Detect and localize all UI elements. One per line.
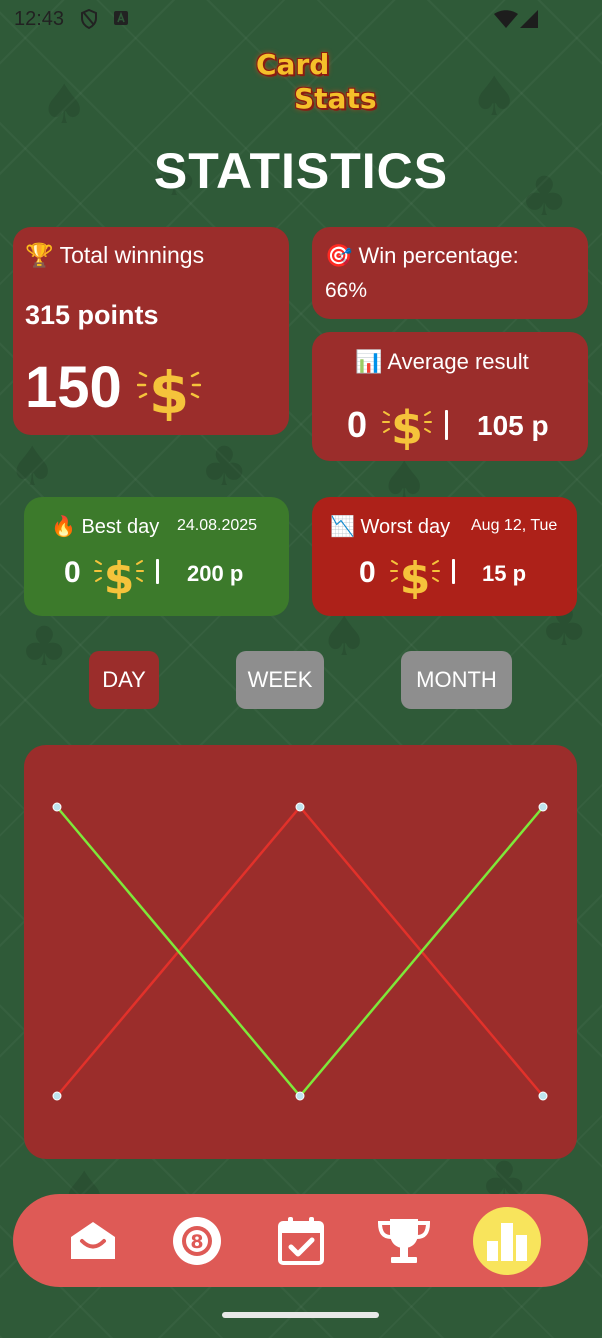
win-percentage-card: 🎯 Win percentage: 66%	[312, 227, 588, 319]
trophy-icon	[377, 1219, 431, 1263]
nav-calendar[interactable]	[267, 1207, 335, 1275]
dollar-icon: $	[382, 402, 432, 450]
data-point	[538, 1091, 548, 1101]
win-percentage-label: Win percentage:	[358, 243, 519, 268]
spade-pattern-icon: ♠	[470, 65, 519, 128]
value-separator	[452, 559, 455, 584]
wifi-icon	[494, 10, 518, 28]
bar-chart-icon	[487, 1223, 527, 1261]
worst-day-label: Worst day	[360, 516, 451, 538]
calendar-check-icon	[278, 1217, 324, 1265]
best-day-label: Best day	[81, 516, 160, 538]
data-point	[52, 1091, 62, 1101]
page-title: STATISTICS	[153, 143, 449, 199]
worst-day-card: 📉 Worst day Aug 12, Tue 0 $ 15 p	[312, 497, 577, 616]
logo-word-stats: Stats	[294, 82, 377, 115]
spade-pattern-icon: ♠	[8, 435, 57, 498]
spade-pattern-icon: ♠	[40, 73, 89, 136]
data-point	[52, 802, 62, 812]
cell-signal-icon	[520, 10, 538, 28]
value-separator	[445, 410, 448, 440]
club-pattern-icon: ♣	[520, 165, 569, 228]
average-result-title: 📊 Average result	[355, 349, 529, 375]
tab-day[interactable]: DAY	[89, 651, 159, 709]
average-result-amount: 0	[347, 404, 368, 445]
total-winnings-card: 🏆 Total winnings 315 points 150 $	[13, 227, 289, 435]
dollar-icon: $	[94, 553, 144, 599]
worst-day-date: Aug 12, Tue	[471, 517, 558, 534]
club-pattern-icon: ♣	[150, 145, 199, 208]
svg-text:$: $	[400, 553, 431, 599]
worst-day-amount: 0	[359, 556, 376, 589]
shield-icon	[81, 9, 97, 29]
best-day-date: 24.08.2025	[177, 517, 258, 534]
chart-plot	[52, 802, 548, 1101]
font-a-icon	[114, 11, 128, 25]
trophy-emoji-icon: 🏆	[25, 242, 54, 268]
average-result-card: 📊 Average result 0 $ 105 p	[312, 332, 588, 461]
total-winnings-points: 315 points	[25, 300, 159, 330]
logo-word-card: Card	[256, 48, 330, 81]
app-logo: Card Stats	[256, 48, 377, 118]
nav-statistics[interactable]	[473, 1207, 541, 1275]
average-result-label: Average result	[387, 349, 529, 374]
results-chart	[24, 745, 577, 1159]
club-pattern-icon: ♣	[200, 435, 249, 498]
svg-text:8: 8	[190, 1231, 203, 1253]
data-point	[538, 802, 548, 812]
status-time: 12:43	[14, 8, 65, 30]
tab-week[interactable]: WEEK	[236, 651, 324, 709]
win-percentage-title: 🎯 Win percentage:	[325, 243, 519, 269]
worst-day-title: 📉 Worst day	[330, 514, 450, 539]
value-separator	[156, 559, 159, 584]
home-smile-icon	[71, 1222, 115, 1259]
nav-home[interactable]	[59, 1207, 127, 1275]
club-pattern-icon: ♣	[20, 615, 69, 678]
average-result-points: 105 p	[477, 410, 549, 441]
dollar-icon: $	[137, 361, 201, 421]
fire-emoji-icon: 🔥	[51, 516, 76, 538]
best-day-title: 🔥 Best day	[51, 514, 159, 539]
nav-trophy[interactable]	[370, 1207, 438, 1275]
eight-ball-icon: 8	[173, 1217, 221, 1265]
chart-down-emoji-icon: 📉	[330, 516, 355, 538]
svg-text:$: $	[149, 361, 189, 421]
best-day-points: 200 p	[187, 561, 244, 586]
series-line-0	[56, 806, 544, 1098]
status-bar: 12:43	[0, 0, 602, 40]
worst-day-points: 15 p	[482, 561, 527, 586]
target-emoji-icon: 🎯	[325, 243, 353, 268]
data-point	[295, 1091, 305, 1101]
win-percentage-value: 66%	[325, 279, 368, 302]
data-point	[295, 802, 305, 812]
svg-text:$: $	[391, 402, 423, 450]
nav-game[interactable]: 8	[163, 1207, 231, 1275]
gesture-handle	[222, 1312, 379, 1318]
bar-chart-emoji-icon: 📊	[355, 349, 383, 374]
tab-month[interactable]: MONTH	[401, 651, 512, 709]
svg-text:$: $	[104, 553, 135, 599]
total-winnings-label: Total winnings	[59, 242, 205, 268]
total-winnings-title: 🏆 Total winnings	[25, 242, 204, 269]
best-day-amount: 0	[64, 556, 81, 589]
total-winnings-amount: 150	[25, 355, 122, 420]
spade-pattern-icon: ♠	[320, 605, 369, 668]
dollar-icon: $	[390, 553, 440, 599]
series-line-1	[56, 805, 544, 1097]
best-day-card: 🔥 Best day 24.08.2025 0 $ 200 p	[24, 497, 289, 616]
